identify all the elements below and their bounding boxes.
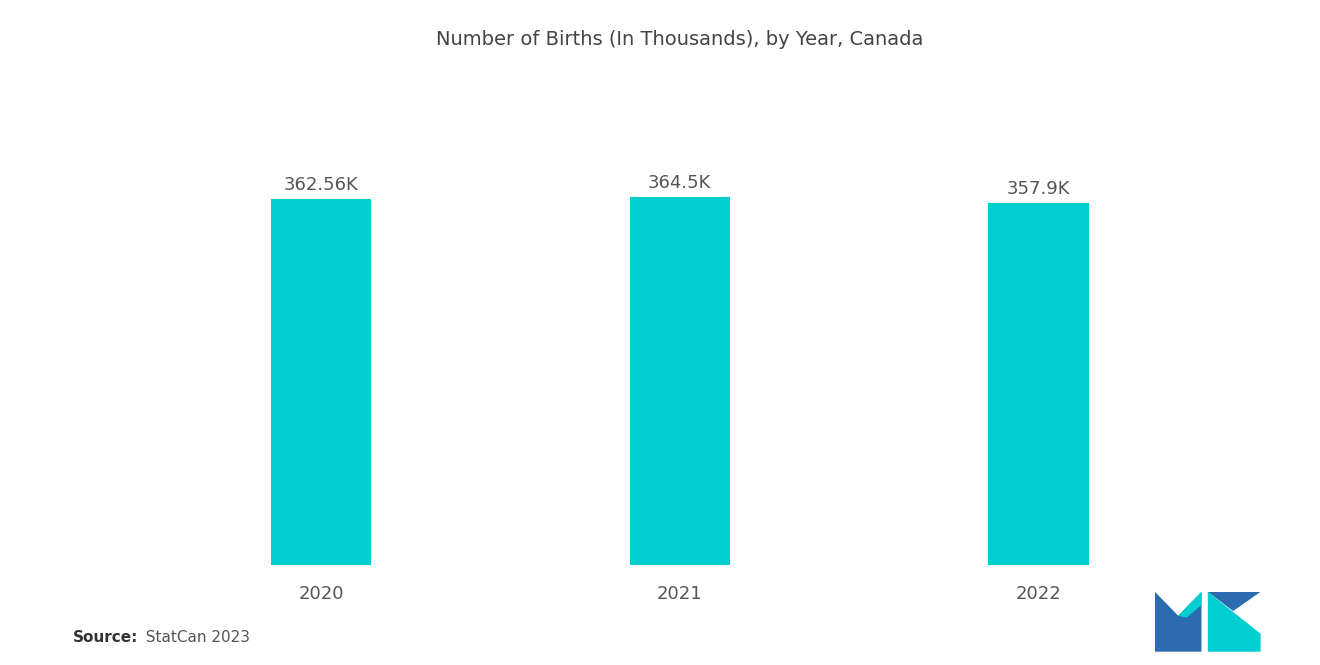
- Bar: [989, 203, 1089, 565]
- Bar: [271, 199, 371, 565]
- Polygon shape: [1208, 592, 1261, 652]
- Polygon shape: [1155, 592, 1201, 652]
- Bar: [630, 197, 730, 565]
- Text: 362.56K: 362.56K: [284, 176, 358, 194]
- Text: Source:: Source:: [73, 630, 139, 645]
- Polygon shape: [1179, 592, 1201, 618]
- Text: StatCan 2023: StatCan 2023: [136, 630, 249, 645]
- Title: Number of Births (In Thousands), by Year, Canada: Number of Births (In Thousands), by Year…: [436, 30, 924, 49]
- Text: 364.5K: 364.5K: [648, 174, 711, 192]
- Polygon shape: [1208, 592, 1261, 611]
- Text: 357.9K: 357.9K: [1007, 180, 1071, 198]
